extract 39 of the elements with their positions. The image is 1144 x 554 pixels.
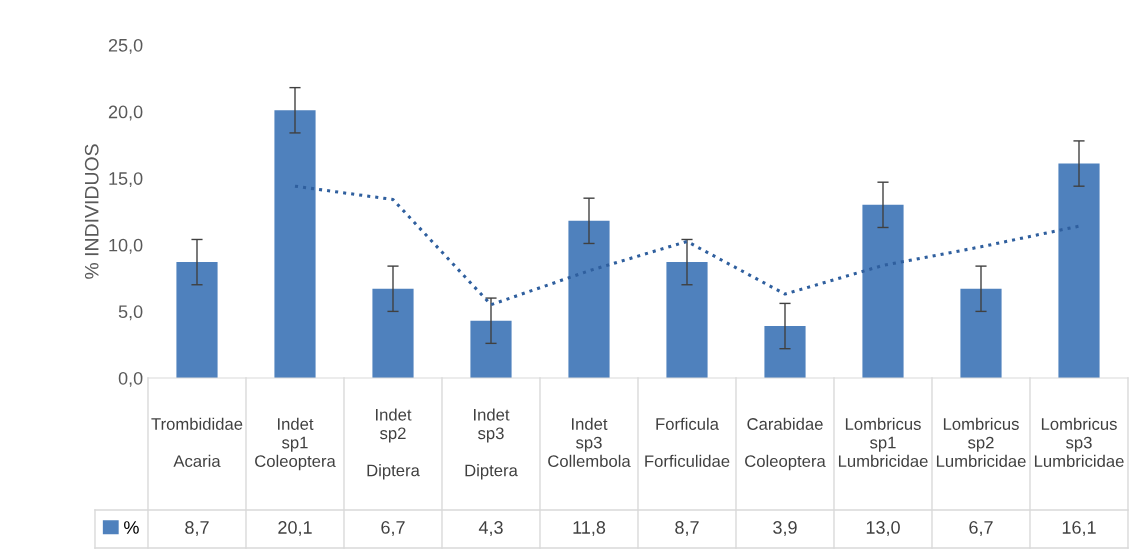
data-label: 6,7 (969, 521, 993, 536)
y-tick-label: 20,0 (108, 105, 143, 121)
data-label: 20,1 (278, 521, 312, 536)
bar (372, 288, 414, 378)
bar (764, 326, 806, 378)
y-tick-label: 0,0 (118, 371, 143, 387)
y-tick-label: 10,0 (109, 238, 143, 254)
legend-label: % (124, 521, 139, 534)
y-tick-label: 15,0 (109, 172, 143, 188)
bar (666, 262, 708, 378)
data-label: 16,1 (1062, 521, 1096, 536)
data-label: 8,7 (185, 521, 209, 536)
data-label: 4,3 (478, 521, 503, 536)
data-label: 11,8 (573, 521, 606, 536)
category-label: Forficula Forficulidae (645, 417, 730, 468)
x-tick-label: Lombricus sp2 Lumbricidae (936, 417, 1026, 468)
data-label: 6,7 (381, 521, 405, 536)
line-series (293, 184, 1081, 307)
x-tick-label: Lombricus sp1 Lumbricidae (838, 417, 928, 468)
bar (862, 204, 904, 378)
category-label: Carabidae Coleoptera (745, 417, 826, 471)
category-label: Indet sp2 Diptera (367, 408, 420, 480)
bar (470, 320, 512, 378)
bar (960, 288, 1002, 378)
data-label: 3,9 (773, 521, 797, 536)
x-tick-label: Lombricus sp3 Lumbricidae (1034, 417, 1124, 468)
category-label: Trombididae Acaria (151, 417, 243, 468)
y-axis-title: % INDIVIDUOS (84, 144, 99, 279)
category-label: Indet sp3 Diptera (465, 408, 518, 480)
y-tick-label: 5,0 (118, 305, 143, 321)
y-tick-label: 25,0 (108, 38, 143, 54)
bar (274, 110, 316, 378)
data-label: 8,7 (675, 521, 699, 536)
x-tick-label: Indet sp1 Coleoptera (255, 417, 336, 471)
bar (176, 262, 218, 378)
bar (1058, 163, 1100, 378)
bar (568, 220, 610, 378)
x-tick-label: Indet sp3 Collembola (548, 417, 631, 468)
data-label: 13,0 (866, 521, 900, 536)
